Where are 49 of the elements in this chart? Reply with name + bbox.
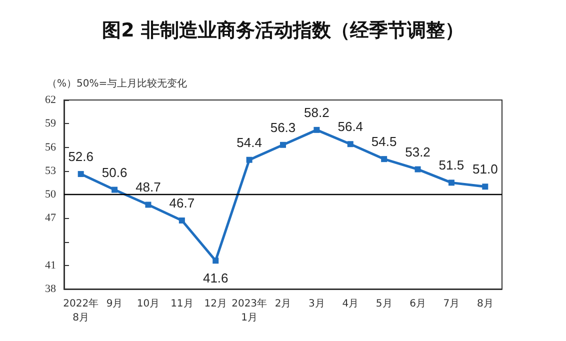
y-tick-label: 59 (45, 118, 56, 130)
x-tick-label: 11月 (170, 298, 194, 310)
data-label: 56.4 (338, 119, 364, 134)
point (347, 141, 354, 148)
x-tick-label: 10月 (136, 298, 160, 310)
data-label: 46.7 (169, 195, 195, 210)
y-tick-label: 47 (45, 212, 56, 224)
x-tick-label: 8月 (476, 298, 494, 310)
x-tick-label: 4月 (342, 298, 359, 310)
x-tick-label: 2022年 8月 (63, 298, 99, 324)
y-axis-title: （%）50%=与上月比较无变化 (47, 78, 188, 90)
data-label: 56.3 (270, 120, 296, 135)
point (280, 142, 286, 148)
data-label: 54.4 (236, 134, 262, 150)
x-tick-label: 9月 (106, 298, 123, 310)
point (381, 156, 388, 162)
data-label: 48.7 (136, 180, 161, 195)
data-label: 50.6 (102, 164, 128, 180)
data-label: 52.6 (68, 149, 94, 164)
x-tick-label: 2023年 1月 (232, 298, 268, 324)
point (482, 184, 488, 190)
point (212, 258, 219, 264)
data-label: 51.0 (472, 162, 498, 177)
y-tick-label: 38 (45, 283, 56, 295)
x-tick-label: 7月 (443, 298, 460, 310)
point (246, 156, 252, 163)
y-tick-label: 41 (45, 259, 56, 272)
point (145, 202, 152, 208)
x-tick-label: 3月 (308, 298, 325, 310)
point (448, 180, 454, 186)
point (78, 171, 84, 178)
data-label: 51.5 (438, 158, 464, 173)
point (414, 166, 421, 172)
y-tick-label: 56 (45, 141, 56, 154)
y-tick-label: 50 (45, 188, 56, 200)
x-tick-label: 5月 (376, 298, 392, 310)
y-tick-label: 53 (45, 164, 56, 177)
y-tick-label: 62 (45, 94, 56, 106)
data-label: 53.2 (405, 144, 430, 160)
data-label: 58.2 (304, 104, 330, 120)
x-tick-label: 12月 (204, 298, 227, 310)
point (314, 126, 320, 133)
x-tick-label: 6月 (410, 298, 426, 310)
x-tick-label: 2月 (274, 298, 292, 310)
point (178, 217, 185, 224)
data-label: 41.6 (202, 270, 228, 286)
chart-title: 图2 非制造业商务活动指数（经季节调整） (102, 20, 464, 42)
data-label: 54.5 (371, 134, 397, 150)
point (112, 186, 118, 193)
